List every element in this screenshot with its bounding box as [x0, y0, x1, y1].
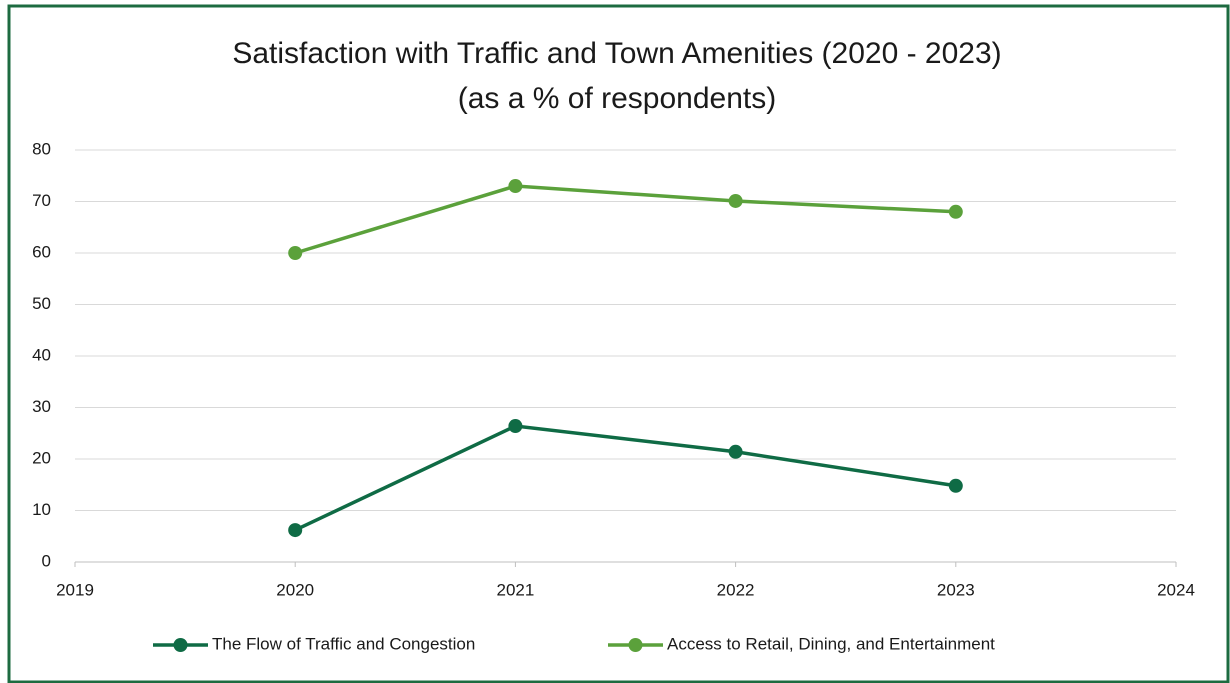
- series-line: [294, 184, 956, 255]
- y-tick-label: 20: [32, 448, 51, 467]
- y-tick-label: 0: [42, 551, 51, 570]
- chart-title: Satisfaction with Traffic and Town Ameni…: [232, 37, 1001, 70]
- x-tick-label: 2019: [56, 580, 94, 599]
- y-tick-label: 80: [32, 139, 51, 158]
- x-tick-label: 2023: [937, 580, 975, 599]
- data-point: [508, 419, 523, 434]
- data-point: [728, 444, 743, 459]
- x-tick-label: 2020: [276, 580, 314, 599]
- legend-marker: [173, 638, 188, 652]
- data-point: [948, 478, 963, 493]
- y-tick-label: 40: [32, 345, 51, 364]
- data-point: [728, 193, 743, 208]
- series-line: [294, 424, 957, 532]
- y-tick-label: 10: [32, 500, 51, 519]
- legend-label: Access to Retail, Dining, and Entertainm…: [667, 634, 995, 653]
- y-tick-label: 50: [32, 294, 51, 313]
- y-tick-label: 70: [32, 191, 51, 210]
- x-tick-label: 2022: [717, 580, 755, 599]
- legend-marker: [628, 638, 643, 652]
- y-tick-label: 60: [32, 242, 51, 261]
- x-tick-label: 2024: [1157, 580, 1195, 599]
- chart-subtitle: (as a % of respondents): [458, 82, 777, 115]
- data-point: [288, 523, 303, 538]
- x-tick-label: 2021: [496, 580, 534, 599]
- data-point: [508, 179, 523, 194]
- chart-frame: [7, 4, 1230, 683]
- data-point: [288, 246, 303, 260]
- legend-label: The Flow of Traffic and Congestion: [212, 634, 475, 653]
- data-point: [948, 204, 963, 219]
- y-tick-label: 30: [32, 397, 51, 416]
